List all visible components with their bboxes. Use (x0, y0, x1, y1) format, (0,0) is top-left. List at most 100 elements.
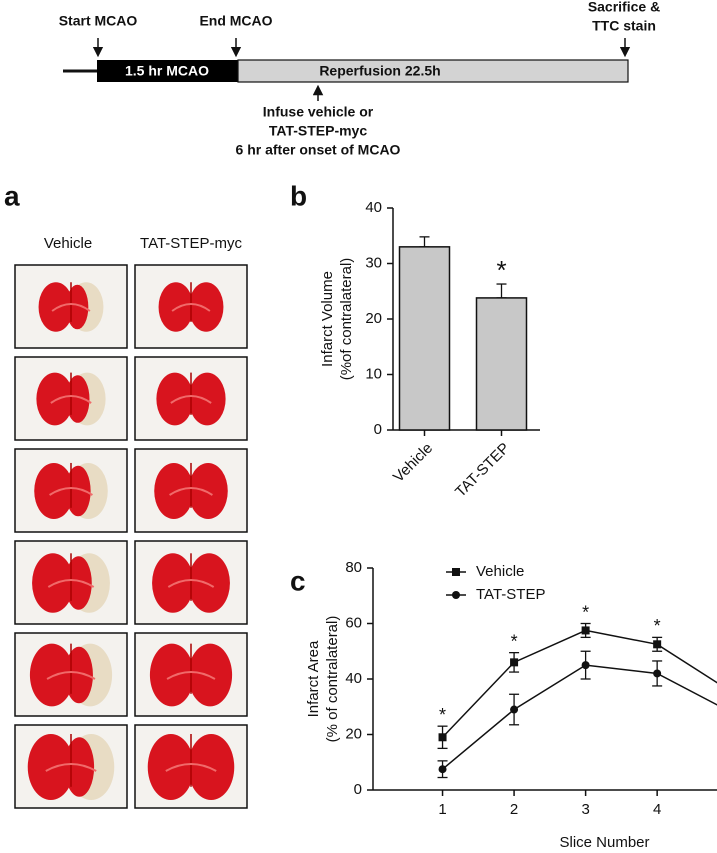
error-bar (496, 283, 507, 299)
hemisphere (65, 646, 93, 704)
bar (475, 297, 528, 431)
x-tick-label: 3 (581, 801, 589, 818)
tissue-detail (47, 579, 95, 588)
sacrifice-label: Sacrifice & (588, 0, 660, 15)
marker (510, 705, 519, 714)
hemisphere (65, 556, 92, 610)
y-axis-label: Infarct Volume (319, 271, 336, 367)
significance-star: * (654, 616, 661, 636)
hemisphere (38, 282, 74, 332)
tissue-detail (167, 579, 215, 588)
hemisphere (188, 643, 233, 707)
tissue-detail (166, 671, 216, 680)
tissue-detail (165, 763, 217, 772)
panel-label: c (290, 565, 306, 596)
y-tick-label: 20 (345, 725, 362, 742)
x-axis-label: Slice Number (559, 834, 649, 851)
panel-label: a (4, 180, 20, 211)
hemisphere (188, 372, 226, 426)
y-tick-label: 20 (365, 310, 382, 327)
hemisphere (66, 284, 89, 330)
hemisphere (27, 734, 74, 800)
tissue-detail (50, 395, 92, 404)
hemisphere (34, 462, 74, 520)
hemisphere (65, 375, 90, 423)
tissue-detail (49, 487, 93, 496)
y-axis-label: Infarct Area (305, 640, 322, 717)
y-tick-label: 60 (345, 614, 362, 631)
bar (398, 246, 451, 431)
reperfusion-label: Reperfusion 22.5h (319, 63, 440, 79)
hemisphere (152, 553, 194, 613)
significance-star: * (496, 255, 506, 285)
tissue-detail (170, 395, 212, 404)
x-tick-label: TAT-STEP (452, 440, 513, 501)
reperfusion-bar (237, 59, 629, 83)
panel-label: b (290, 180, 307, 211)
series-line (441, 629, 717, 738)
hemisphere (32, 553, 74, 613)
hemisphere (188, 734, 235, 800)
y-tick-label: 80 (345, 559, 362, 576)
hemisphere (188, 462, 228, 520)
brain-slice (34, 462, 108, 520)
marker (510, 658, 519, 667)
series-line (442, 664, 717, 770)
brain-slice (27, 734, 115, 800)
hemisphere (188, 553, 230, 613)
x-tick-label: 4 (653, 801, 661, 818)
panel-a: a Vehicle TAT-STEP-myc (4, 180, 248, 809)
tissue-detail (171, 303, 211, 312)
y-tick-label: 0 (374, 421, 382, 438)
y-axis-label: (%of contralateral) (338, 258, 355, 381)
hemisphere (188, 282, 224, 332)
brain-slice (32, 553, 110, 613)
timeline: Start MCAO End MCAO Sacrifice & TTC stai… (59, 0, 660, 158)
brain-slice (149, 643, 233, 707)
marker (581, 661, 590, 670)
hemisphere (29, 643, 74, 707)
x-tick-label: 2 (510, 801, 518, 818)
sacrifice-label: TTC stain (592, 18, 656, 34)
brain-slice (36, 372, 106, 426)
hemisphere (36, 372, 74, 426)
significance-star: * (511, 631, 518, 651)
tissue-detail (169, 487, 213, 496)
occlusion-bar (97, 60, 238, 82)
infusion-label: 6 hr after onset of MCAO (236, 142, 401, 158)
start-label: Start MCAO (59, 13, 138, 29)
hemisphere (65, 465, 91, 517)
hemisphere (149, 643, 194, 707)
marker (452, 568, 460, 576)
marker (581, 626, 590, 635)
y-axis-label: (% of contralateral) (324, 616, 341, 743)
legend-label: TAT-STEP (476, 586, 545, 603)
brain-slice (152, 553, 230, 613)
brain-slice (147, 734, 235, 800)
y-tick-label: 10 (365, 365, 382, 382)
legend-label: Vehicle (476, 563, 524, 580)
column-label: Vehicle (44, 235, 92, 252)
x-tick-label: 1 (438, 801, 446, 818)
error-bar (419, 236, 430, 248)
tissue-detail (46, 671, 96, 680)
hemisphere (147, 734, 194, 800)
occlusion-label: 1.5 hr MCAO (125, 63, 209, 79)
tissue-detail (45, 763, 97, 772)
hemisphere (64, 737, 95, 797)
marker (653, 640, 662, 649)
y-tick-label: 40 (365, 199, 382, 216)
brain-slice (38, 282, 104, 332)
significance-star: * (439, 705, 446, 725)
hemisphere (156, 372, 194, 426)
marker (653, 669, 662, 678)
marker (438, 733, 447, 742)
brain-slice (158, 282, 224, 332)
brain-slice (154, 462, 228, 520)
brain-slice (156, 372, 226, 426)
brain-slice (29, 643, 113, 707)
y-tick-label: 40 (345, 670, 362, 687)
hemisphere (158, 282, 194, 332)
